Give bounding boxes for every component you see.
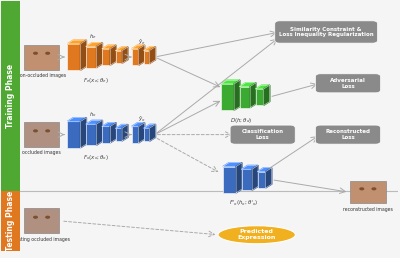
Polygon shape	[96, 43, 102, 68]
Circle shape	[359, 187, 364, 190]
FancyBboxPatch shape	[316, 125, 380, 144]
Text: occluded images: occluded images	[22, 150, 61, 155]
FancyBboxPatch shape	[132, 126, 139, 143]
Text: $F_e(x_e;\theta_e)$: $F_e(x_e;\theta_e)$	[83, 76, 109, 85]
Polygon shape	[132, 45, 145, 49]
Text: Similarity Constraint &
Loss Inequality Regularization: Similarity Constraint & Loss Inequality …	[279, 27, 374, 37]
Polygon shape	[236, 163, 242, 193]
FancyBboxPatch shape	[144, 128, 150, 141]
FancyBboxPatch shape	[1, 191, 20, 251]
Text: $D(h;\theta_d)$: $D(h;\theta_d)$	[230, 116, 253, 125]
Text: $h_o$: $h_o$	[89, 110, 97, 119]
Polygon shape	[256, 85, 270, 89]
FancyBboxPatch shape	[144, 51, 150, 63]
Polygon shape	[80, 40, 86, 70]
Polygon shape	[264, 85, 270, 105]
Polygon shape	[250, 83, 256, 108]
FancyBboxPatch shape	[24, 44, 60, 70]
FancyBboxPatch shape	[24, 208, 60, 233]
Text: $F'_o(h_o;\theta'_o)$: $F'_o(h_o;\theta'_o)$	[229, 198, 258, 208]
Polygon shape	[144, 124, 156, 128]
Polygon shape	[86, 120, 102, 124]
FancyBboxPatch shape	[86, 124, 96, 145]
Text: $\hat{y}_o$: $\hat{y}_o$	[138, 114, 146, 124]
Polygon shape	[122, 125, 128, 141]
Polygon shape	[139, 45, 145, 65]
FancyBboxPatch shape	[116, 128, 122, 141]
FancyBboxPatch shape	[275, 21, 378, 43]
Text: non-occluded images: non-occluded images	[17, 73, 66, 78]
FancyBboxPatch shape	[116, 51, 122, 63]
Circle shape	[372, 187, 376, 190]
Polygon shape	[102, 123, 116, 126]
Polygon shape	[252, 165, 258, 190]
FancyBboxPatch shape	[102, 126, 110, 143]
FancyBboxPatch shape	[24, 122, 60, 147]
Polygon shape	[80, 118, 86, 148]
Polygon shape	[139, 123, 145, 143]
Polygon shape	[96, 120, 102, 145]
Polygon shape	[234, 80, 240, 110]
Text: $F_o(x_o;\theta_o)$: $F_o(x_o;\theta_o)$	[83, 154, 109, 162]
FancyBboxPatch shape	[132, 49, 139, 65]
FancyBboxPatch shape	[86, 46, 96, 68]
Text: Training Phase: Training Phase	[6, 64, 15, 128]
FancyBboxPatch shape	[258, 172, 266, 188]
Polygon shape	[102, 45, 116, 49]
Text: $\hat{y}_e$: $\hat{y}_e$	[138, 37, 146, 46]
Text: Classification
Loss: Classification Loss	[242, 129, 284, 140]
Polygon shape	[240, 83, 256, 86]
Polygon shape	[116, 47, 128, 51]
Ellipse shape	[218, 226, 296, 244]
Text: Reconstructed
Loss: Reconstructed Loss	[326, 129, 370, 140]
FancyBboxPatch shape	[316, 74, 380, 93]
Polygon shape	[67, 118, 86, 122]
Polygon shape	[150, 47, 156, 63]
Text: $h_e$: $h_e$	[89, 32, 97, 41]
Circle shape	[33, 216, 38, 219]
Polygon shape	[258, 168, 272, 172]
Polygon shape	[86, 43, 102, 46]
Polygon shape	[266, 168, 272, 188]
Polygon shape	[242, 165, 258, 169]
Circle shape	[45, 52, 50, 55]
FancyBboxPatch shape	[102, 49, 110, 65]
Circle shape	[33, 129, 38, 132]
Polygon shape	[223, 163, 242, 166]
Text: testing occluded images: testing occluded images	[14, 237, 70, 242]
Polygon shape	[221, 80, 240, 84]
FancyBboxPatch shape	[240, 86, 250, 108]
Polygon shape	[110, 45, 116, 65]
FancyBboxPatch shape	[67, 44, 80, 70]
Text: Testing Phase: Testing Phase	[6, 191, 15, 251]
Polygon shape	[150, 124, 156, 141]
FancyBboxPatch shape	[256, 89, 264, 105]
Text: reconstructed images: reconstructed images	[343, 207, 393, 212]
FancyBboxPatch shape	[230, 125, 295, 144]
FancyBboxPatch shape	[221, 84, 234, 110]
Circle shape	[33, 52, 38, 55]
Polygon shape	[116, 125, 128, 128]
Text: Predicted
Expression: Predicted Expression	[238, 229, 276, 240]
FancyBboxPatch shape	[223, 166, 236, 193]
FancyBboxPatch shape	[350, 181, 386, 204]
Polygon shape	[132, 123, 145, 126]
Text: Adversarial
Loss: Adversarial Loss	[330, 78, 366, 89]
FancyBboxPatch shape	[67, 122, 80, 148]
FancyBboxPatch shape	[242, 169, 252, 190]
Polygon shape	[122, 47, 128, 63]
Polygon shape	[144, 47, 156, 51]
Polygon shape	[67, 40, 86, 44]
Circle shape	[45, 129, 50, 132]
FancyBboxPatch shape	[1, 1, 20, 191]
Circle shape	[45, 216, 50, 219]
Polygon shape	[110, 123, 116, 143]
